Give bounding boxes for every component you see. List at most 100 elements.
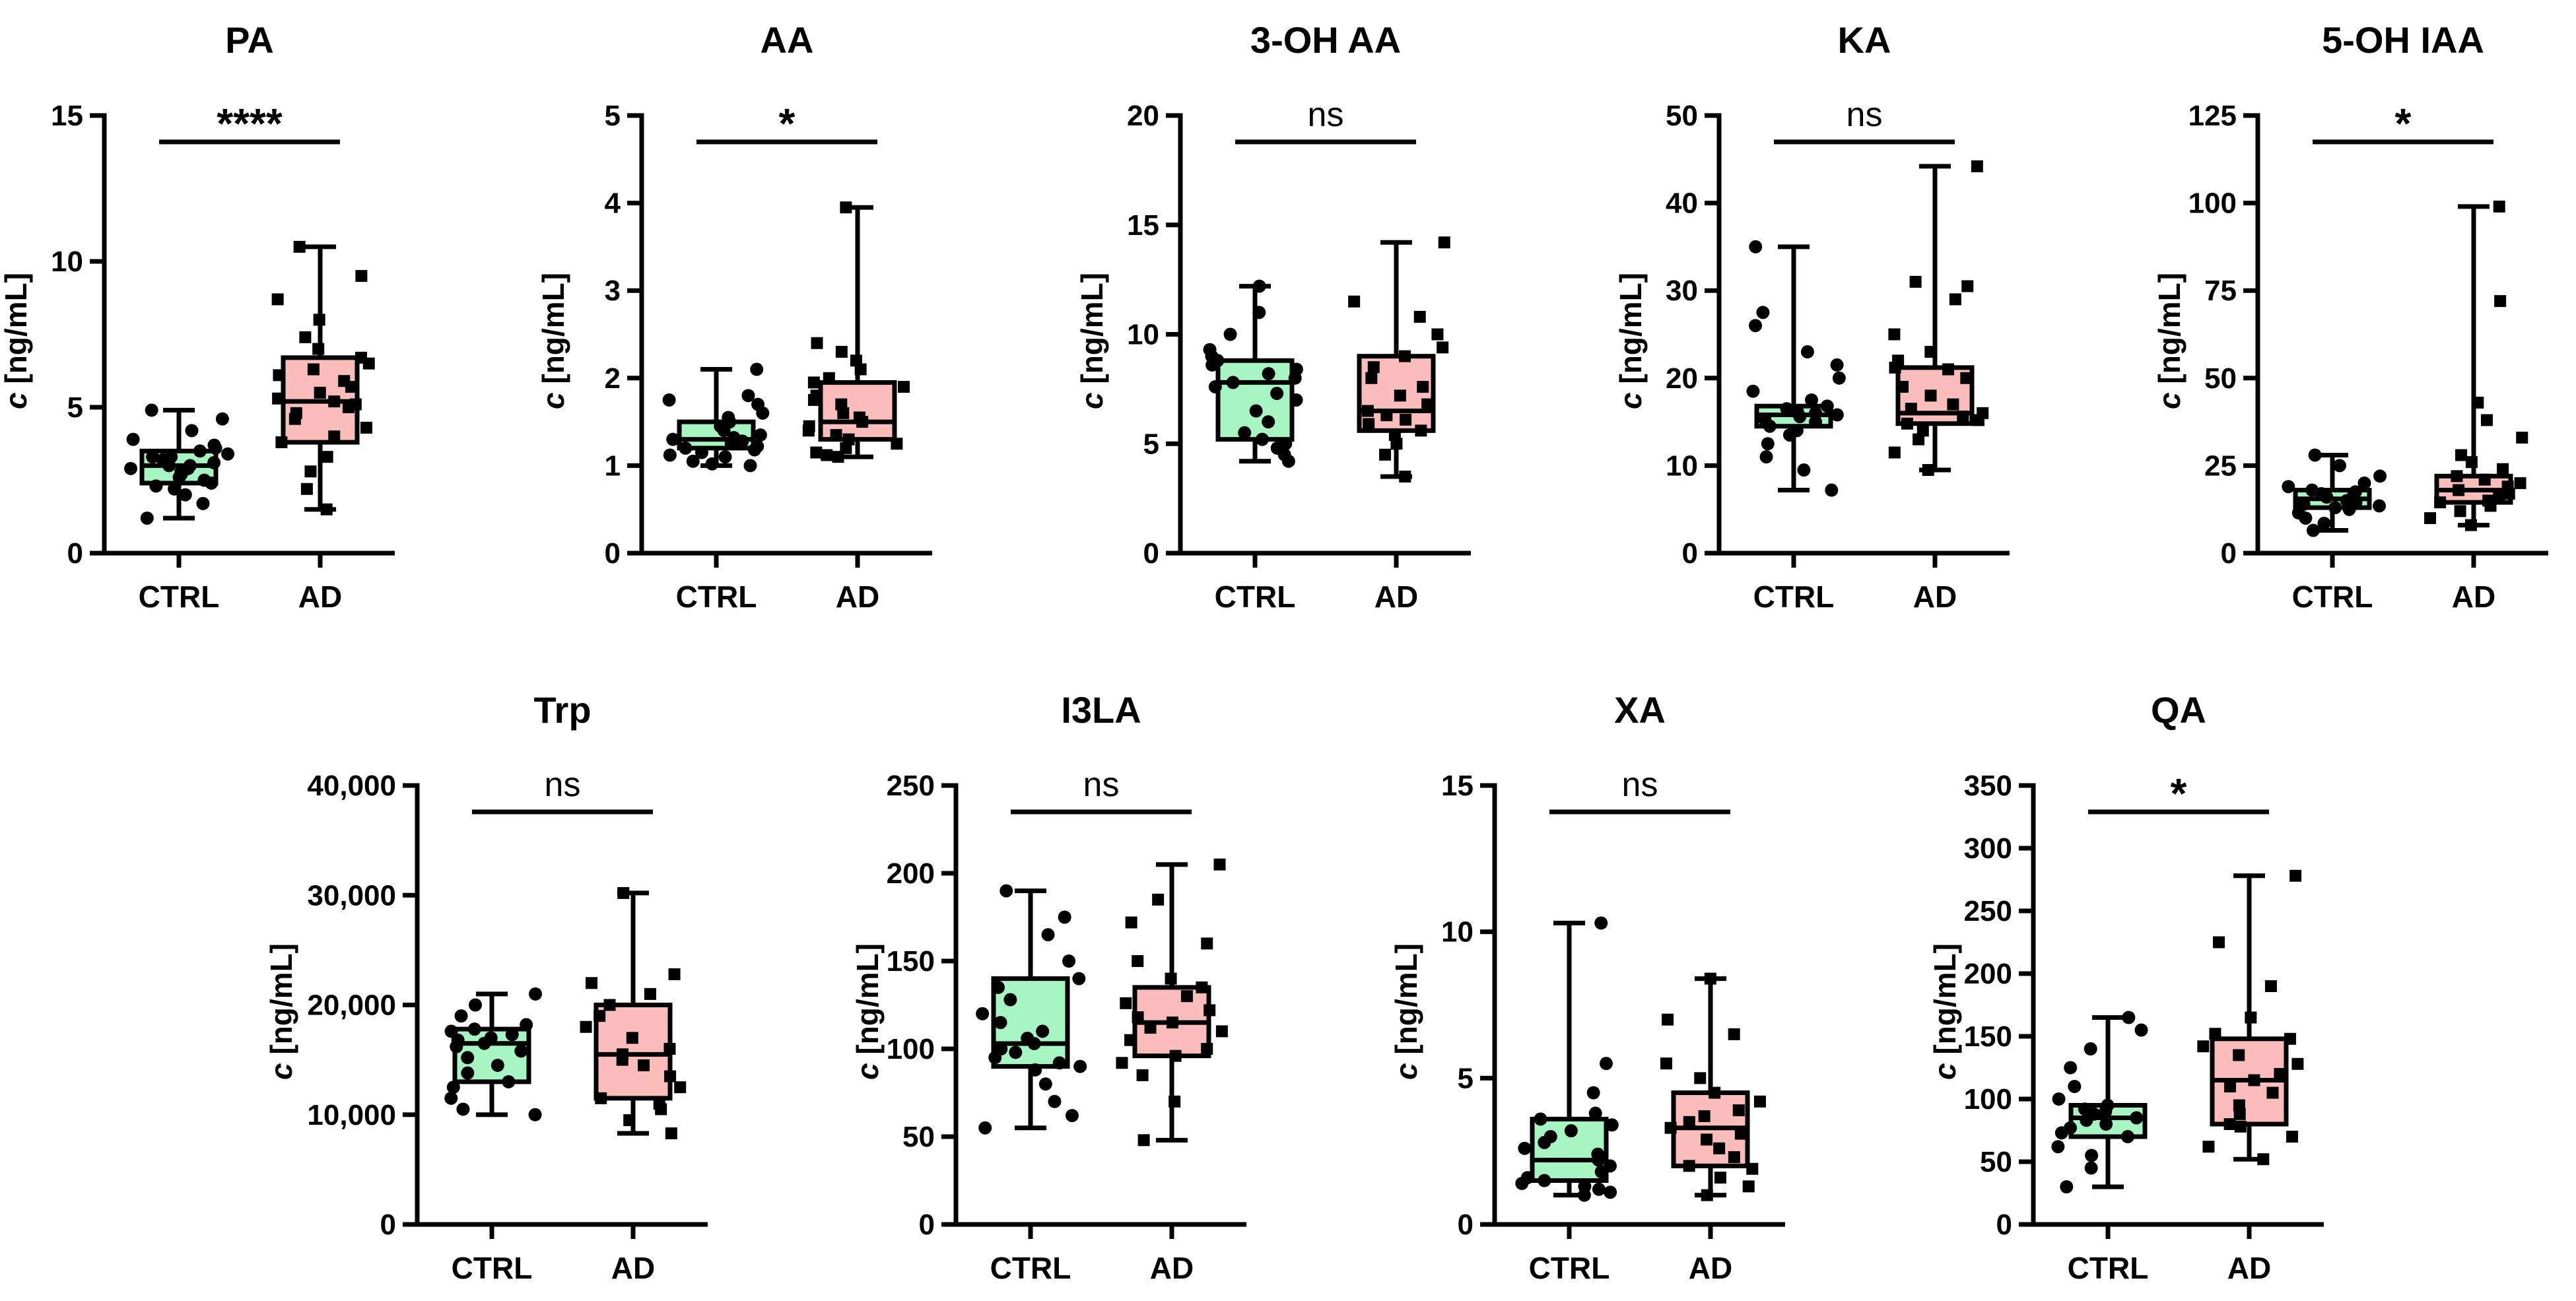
data-point bbox=[2424, 512, 2437, 524]
data-point bbox=[1367, 361, 1380, 374]
data-point bbox=[197, 473, 211, 487]
data-point bbox=[623, 1114, 636, 1127]
panel-title: PA bbox=[225, 19, 274, 61]
data-point bbox=[1399, 470, 1411, 483]
data-point bbox=[668, 968, 681, 980]
data-point bbox=[994, 1042, 1008, 1055]
y-axis-label: c [ng/mL] bbox=[264, 943, 298, 1080]
y-tick-label: 0 bbox=[380, 1209, 396, 1241]
y-axis-label-symbol: c bbox=[1075, 392, 1109, 409]
significance-label: ns bbox=[1083, 766, 1120, 804]
data-point bbox=[2264, 980, 2277, 992]
data-point bbox=[520, 1018, 533, 1032]
data-point bbox=[1892, 354, 1905, 367]
data-point bbox=[1165, 972, 1177, 985]
y-axis-label-unit: [ng/mL] bbox=[1928, 943, 1962, 1055]
y-axis-label-unit: [ng/mL] bbox=[0, 273, 33, 384]
box-ctrl bbox=[1746, 240, 1846, 497]
data-point bbox=[662, 393, 676, 407]
data-point bbox=[1909, 275, 1922, 288]
data-point bbox=[1758, 413, 1772, 426]
data-point bbox=[1604, 1185, 1617, 1199]
data-point bbox=[1262, 415, 1275, 429]
data-point bbox=[1003, 993, 1017, 1007]
data-point bbox=[2328, 501, 2342, 515]
data-point bbox=[2291, 1057, 2304, 1070]
data-point bbox=[1820, 399, 1834, 413]
data-point bbox=[2064, 1061, 2078, 1075]
significance-label: * bbox=[2171, 770, 2187, 817]
box-ctrl bbox=[662, 362, 770, 473]
box-ad bbox=[1116, 858, 1228, 1147]
box-ctrl bbox=[1203, 279, 1303, 468]
data-point bbox=[1413, 310, 1426, 323]
data-point bbox=[1592, 1182, 1606, 1196]
data-point bbox=[679, 441, 693, 455]
data-point bbox=[1041, 928, 1055, 942]
data-point bbox=[1790, 424, 1804, 438]
y-tick-label: 50 bbox=[902, 1121, 935, 1153]
y-tick-label: 10,000 bbox=[307, 1099, 396, 1131]
data-point bbox=[2373, 469, 2387, 483]
data-point bbox=[145, 403, 158, 417]
data-point bbox=[1830, 358, 1844, 372]
box-ctrl bbox=[976, 884, 1087, 1135]
data-point bbox=[1144, 1022, 1157, 1034]
y-tick-label: 300 bbox=[1964, 832, 2012, 865]
data-point bbox=[444, 1024, 458, 1038]
data-point bbox=[293, 240, 306, 253]
x-tick-label: AD bbox=[836, 580, 879, 614]
data-point bbox=[807, 376, 820, 389]
box-ad bbox=[2197, 869, 2304, 1166]
data-point bbox=[1664, 1121, 1677, 1134]
box-ctrl bbox=[444, 987, 542, 1121]
data-point bbox=[1169, 1095, 1181, 1108]
data-point bbox=[1728, 1028, 1740, 1040]
data-point bbox=[320, 503, 333, 516]
y-tick-label: 0 bbox=[1996, 1209, 2012, 1241]
data-point bbox=[1421, 398, 1434, 411]
data-point bbox=[1289, 393, 1303, 407]
data-point bbox=[1916, 424, 1929, 437]
data-point bbox=[271, 293, 284, 306]
y-axis-label: c [ng/mL] bbox=[2152, 273, 2186, 409]
y-tick-label: 15 bbox=[1441, 770, 1474, 802]
data-point bbox=[1957, 411, 1969, 423]
data-point bbox=[663, 448, 677, 462]
data-point bbox=[1048, 1094, 1062, 1108]
x-tick-label: AD bbox=[2452, 580, 2495, 614]
data-point bbox=[1809, 406, 1823, 420]
data-point bbox=[275, 436, 288, 449]
data-point bbox=[2233, 1049, 2245, 1061]
data-point bbox=[1124, 1034, 1137, 1046]
data-point bbox=[1398, 350, 1411, 362]
data-point bbox=[1203, 343, 1217, 356]
x-tick-label: AD bbox=[2227, 1251, 2271, 1285]
data-point bbox=[891, 438, 903, 450]
data-point bbox=[1166, 1017, 1178, 1029]
data-point bbox=[595, 1092, 607, 1104]
significance-label: **** bbox=[217, 100, 283, 147]
data-point bbox=[743, 459, 757, 473]
data-point bbox=[1365, 372, 1378, 384]
data-point bbox=[1137, 1134, 1150, 1147]
data-point bbox=[1949, 293, 1961, 306]
data-point bbox=[1394, 389, 1406, 402]
y-axis-label: c [ng/mL] bbox=[1075, 273, 1109, 409]
panel-xa: XA 0 5 10 15 c [ng/mL] CTRL AD ns bbox=[1389, 689, 1785, 1285]
data-point bbox=[1180, 990, 1193, 1003]
data-point bbox=[1538, 1174, 1551, 1187]
data-point bbox=[2494, 295, 2507, 308]
data-point bbox=[1270, 387, 1284, 401]
data-point bbox=[2257, 1153, 2270, 1166]
data-point bbox=[314, 386, 326, 399]
y-axis-label-symbol: c bbox=[0, 392, 33, 409]
data-point bbox=[1201, 1043, 1213, 1055]
y-axis-label: c [ng/mL] bbox=[1928, 943, 1962, 1080]
data-point bbox=[753, 428, 767, 442]
data-point bbox=[842, 433, 855, 446]
data-point bbox=[850, 354, 862, 367]
data-point bbox=[461, 1066, 475, 1080]
x-tick-label: CTRL bbox=[2292, 580, 2373, 614]
